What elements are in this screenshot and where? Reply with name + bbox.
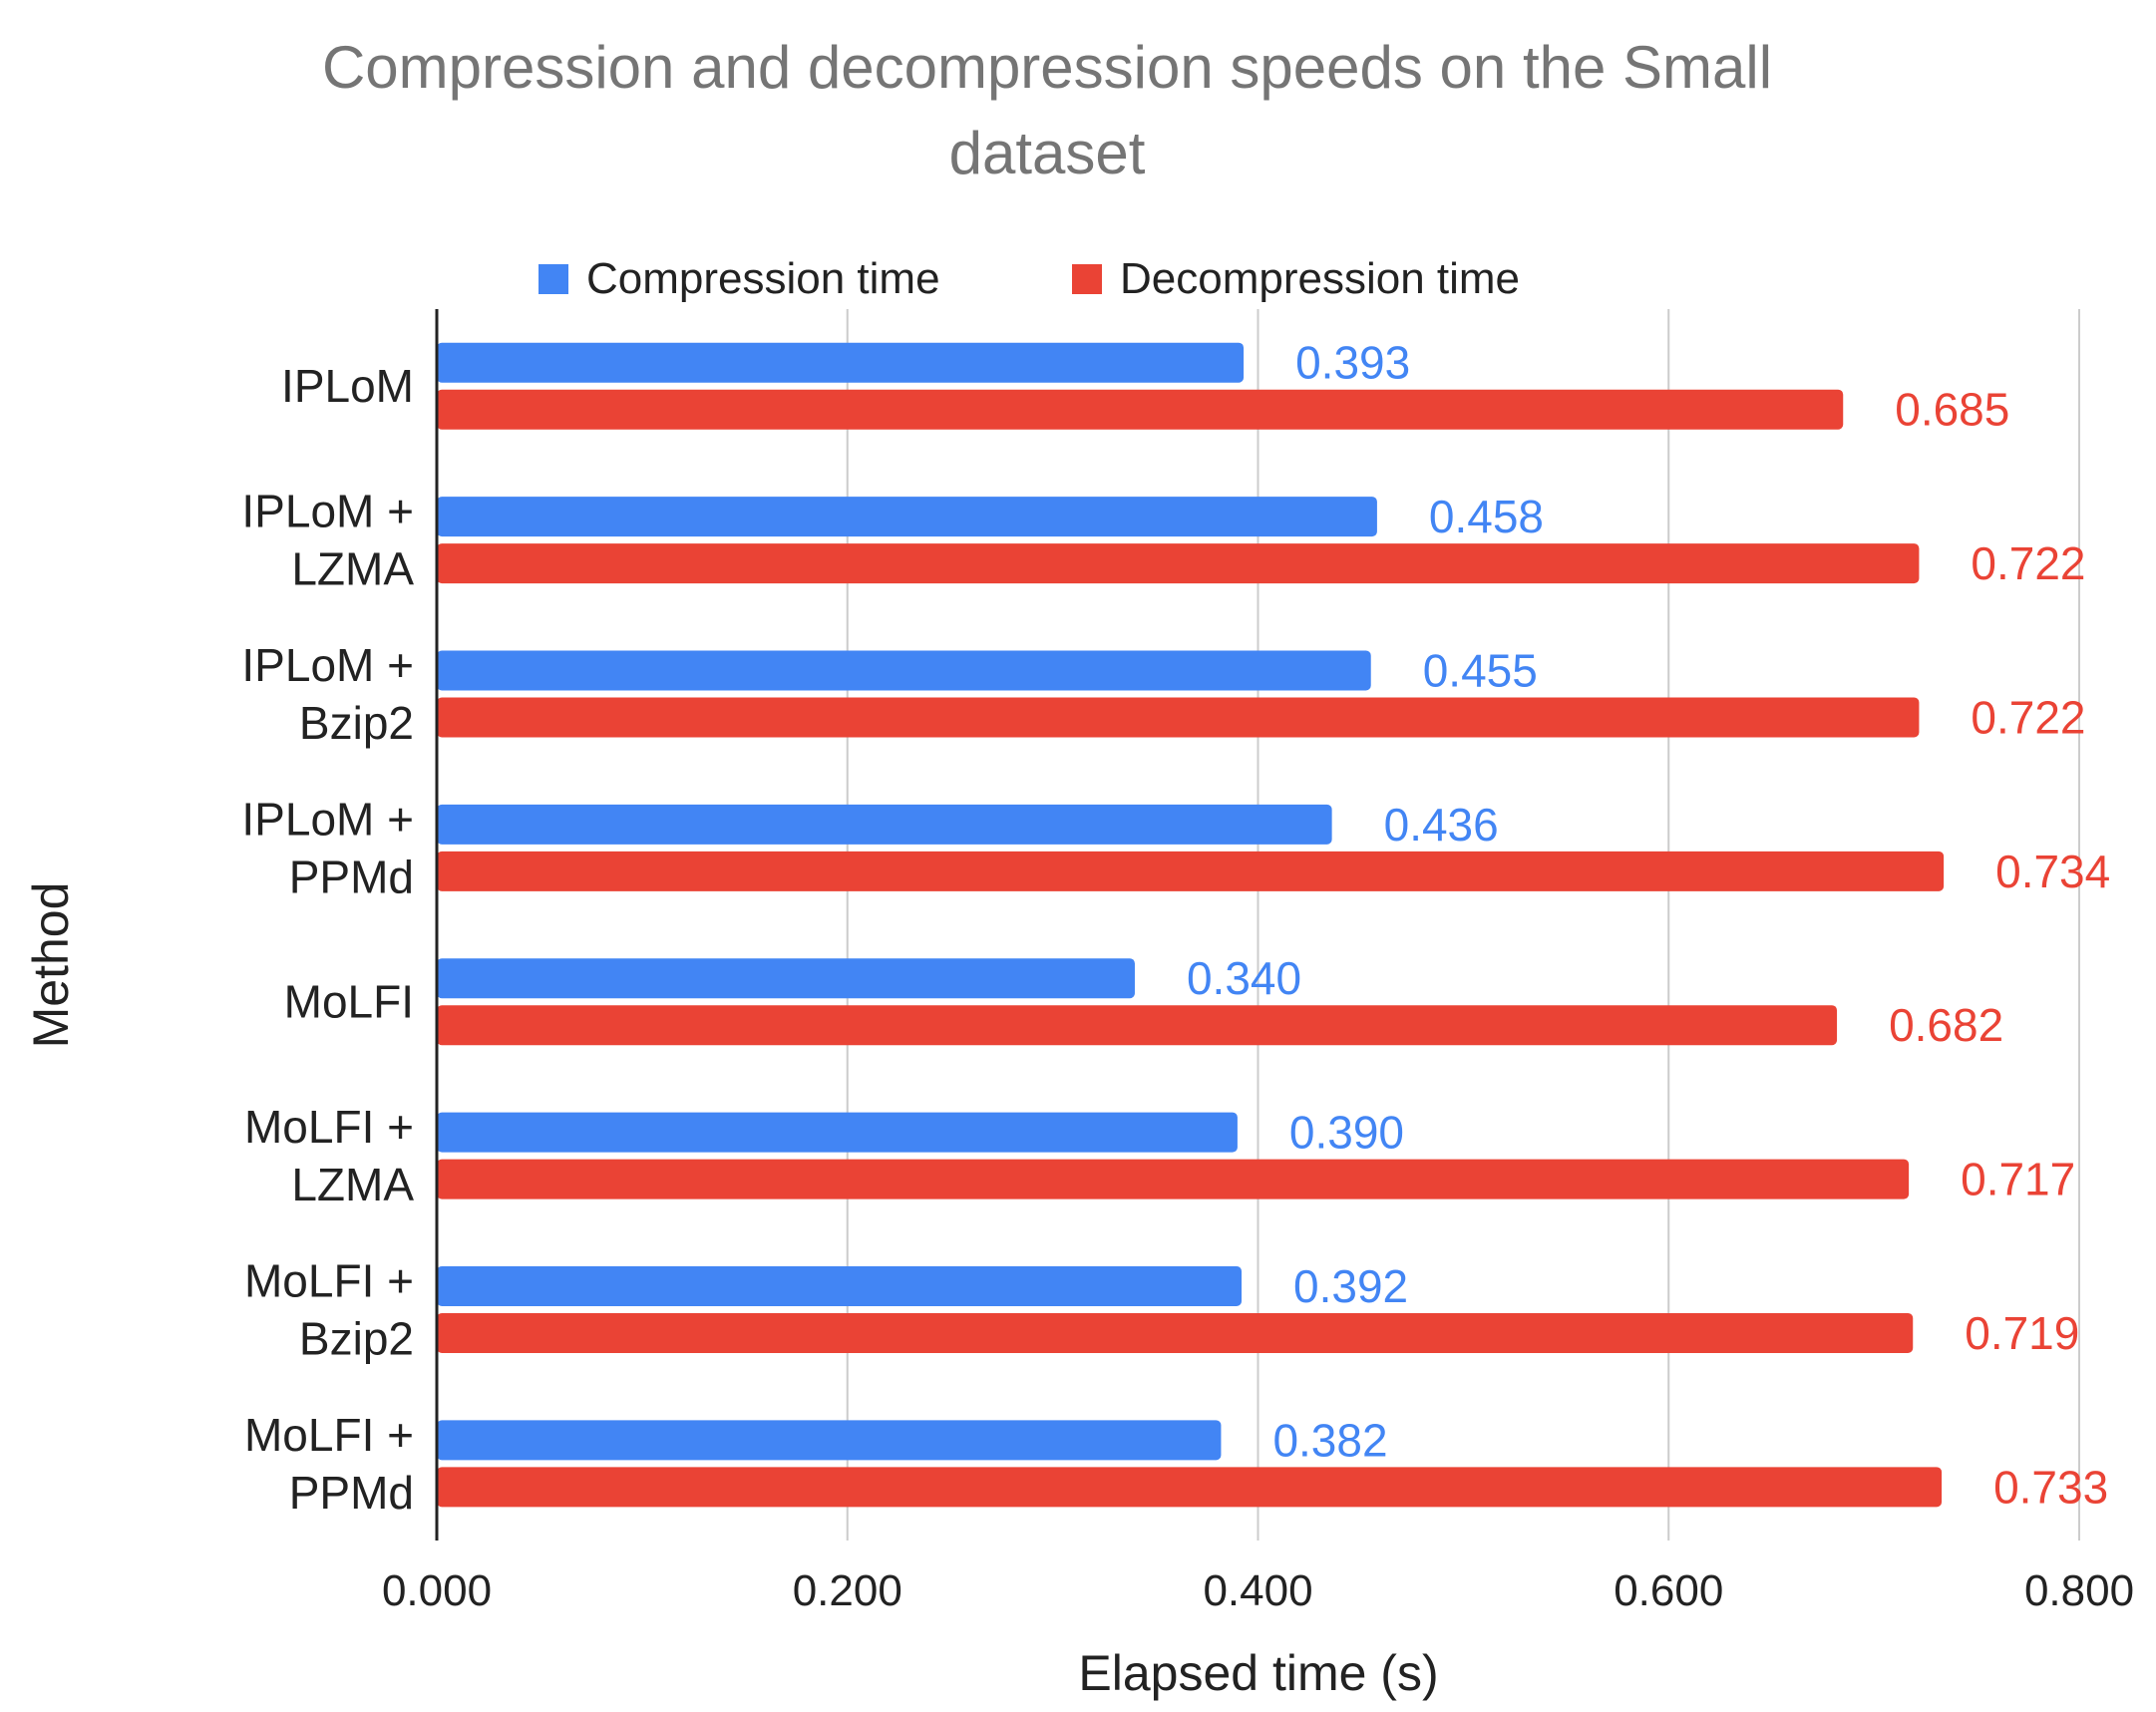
category-label: IPLoM + [241,639,414,691]
bar-decompression [437,1159,1910,1199]
x-tick-label: 0.600 [1614,1566,1723,1615]
data-label-decompression: 0.682 [1889,999,2003,1051]
bar-compression [437,1265,1243,1306]
category-label: LZMA [291,1159,414,1210]
data-label-decompression: 0.733 [1993,1461,2108,1513]
category-label: PPMd [289,851,414,902]
data-label-compression: 0.393 [1295,337,1410,389]
bar-decompression [437,697,1920,738]
bar-decompression [437,1467,1943,1508]
data-label-decompression: 0.722 [1971,537,2085,589]
bar-compression [437,804,1332,845]
category-label: IPLoM + [241,793,414,845]
category-label: MoLFI + [244,1101,414,1153]
category-label: MoLFI [284,976,414,1028]
bar-compression [437,650,1371,691]
data-label-compression: 0.340 [1187,952,1301,1004]
data-label-compression: 0.382 [1272,1414,1387,1466]
category-label: MoLFI + [244,1254,414,1306]
data-label-compression: 0.436 [1384,799,1499,851]
data-label-compression: 0.458 [1429,491,1544,542]
data-label-compression: 0.455 [1423,644,1538,696]
category-label: Bzip2 [299,1312,414,1364]
legend-swatch-1 [539,264,568,294]
data-label-compression: 0.392 [1293,1260,1408,1312]
chart-title-line: dataset [949,120,1146,186]
category-label: IPLoM + [241,486,414,537]
legend-label-1: Compression time [586,254,940,303]
data-label-decompression: 0.722 [1971,691,2085,743]
bar-compression [437,342,1245,383]
category-label: Bzip2 [299,697,414,749]
category-label: LZMA [291,543,414,595]
category-label: MoLFI + [244,1409,414,1461]
legend-swatch-2 [1072,264,1102,294]
x-tick-label: 0.000 [382,1566,492,1615]
x-tick-label: 0.800 [2024,1566,2134,1615]
y-axis-title: Method [23,882,79,1049]
bar-decompression [437,389,1844,430]
bar-compression [437,1112,1238,1153]
x-axis-title: Elapsed time (s) [1078,1645,1438,1701]
category-label: IPLoM [281,360,414,412]
data-label-decompression: 0.685 [1895,384,2009,436]
bar-decompression [437,543,1920,584]
bar-decompression [437,1312,1914,1353]
data-label-decompression: 0.717 [1961,1154,2075,1205]
x-tick-label: 0.400 [1203,1566,1312,1615]
bar-decompression [437,1005,1838,1046]
bar-compression [437,958,1135,999]
legend-label-2: Decompression time [1120,254,1520,303]
data-label-decompression: 0.719 [1965,1307,2079,1359]
bar-decompression [437,851,1945,891]
bar-compression [437,1420,1222,1461]
x-tick-label: 0.200 [793,1566,902,1615]
category-label: PPMd [289,1467,414,1519]
data-label-compression: 0.390 [1289,1107,1404,1159]
chart-title-line: Compression and decompression speeds on … [322,34,1772,101]
data-label-decompression: 0.734 [1995,846,2110,897]
bar-compression [437,497,1377,537]
